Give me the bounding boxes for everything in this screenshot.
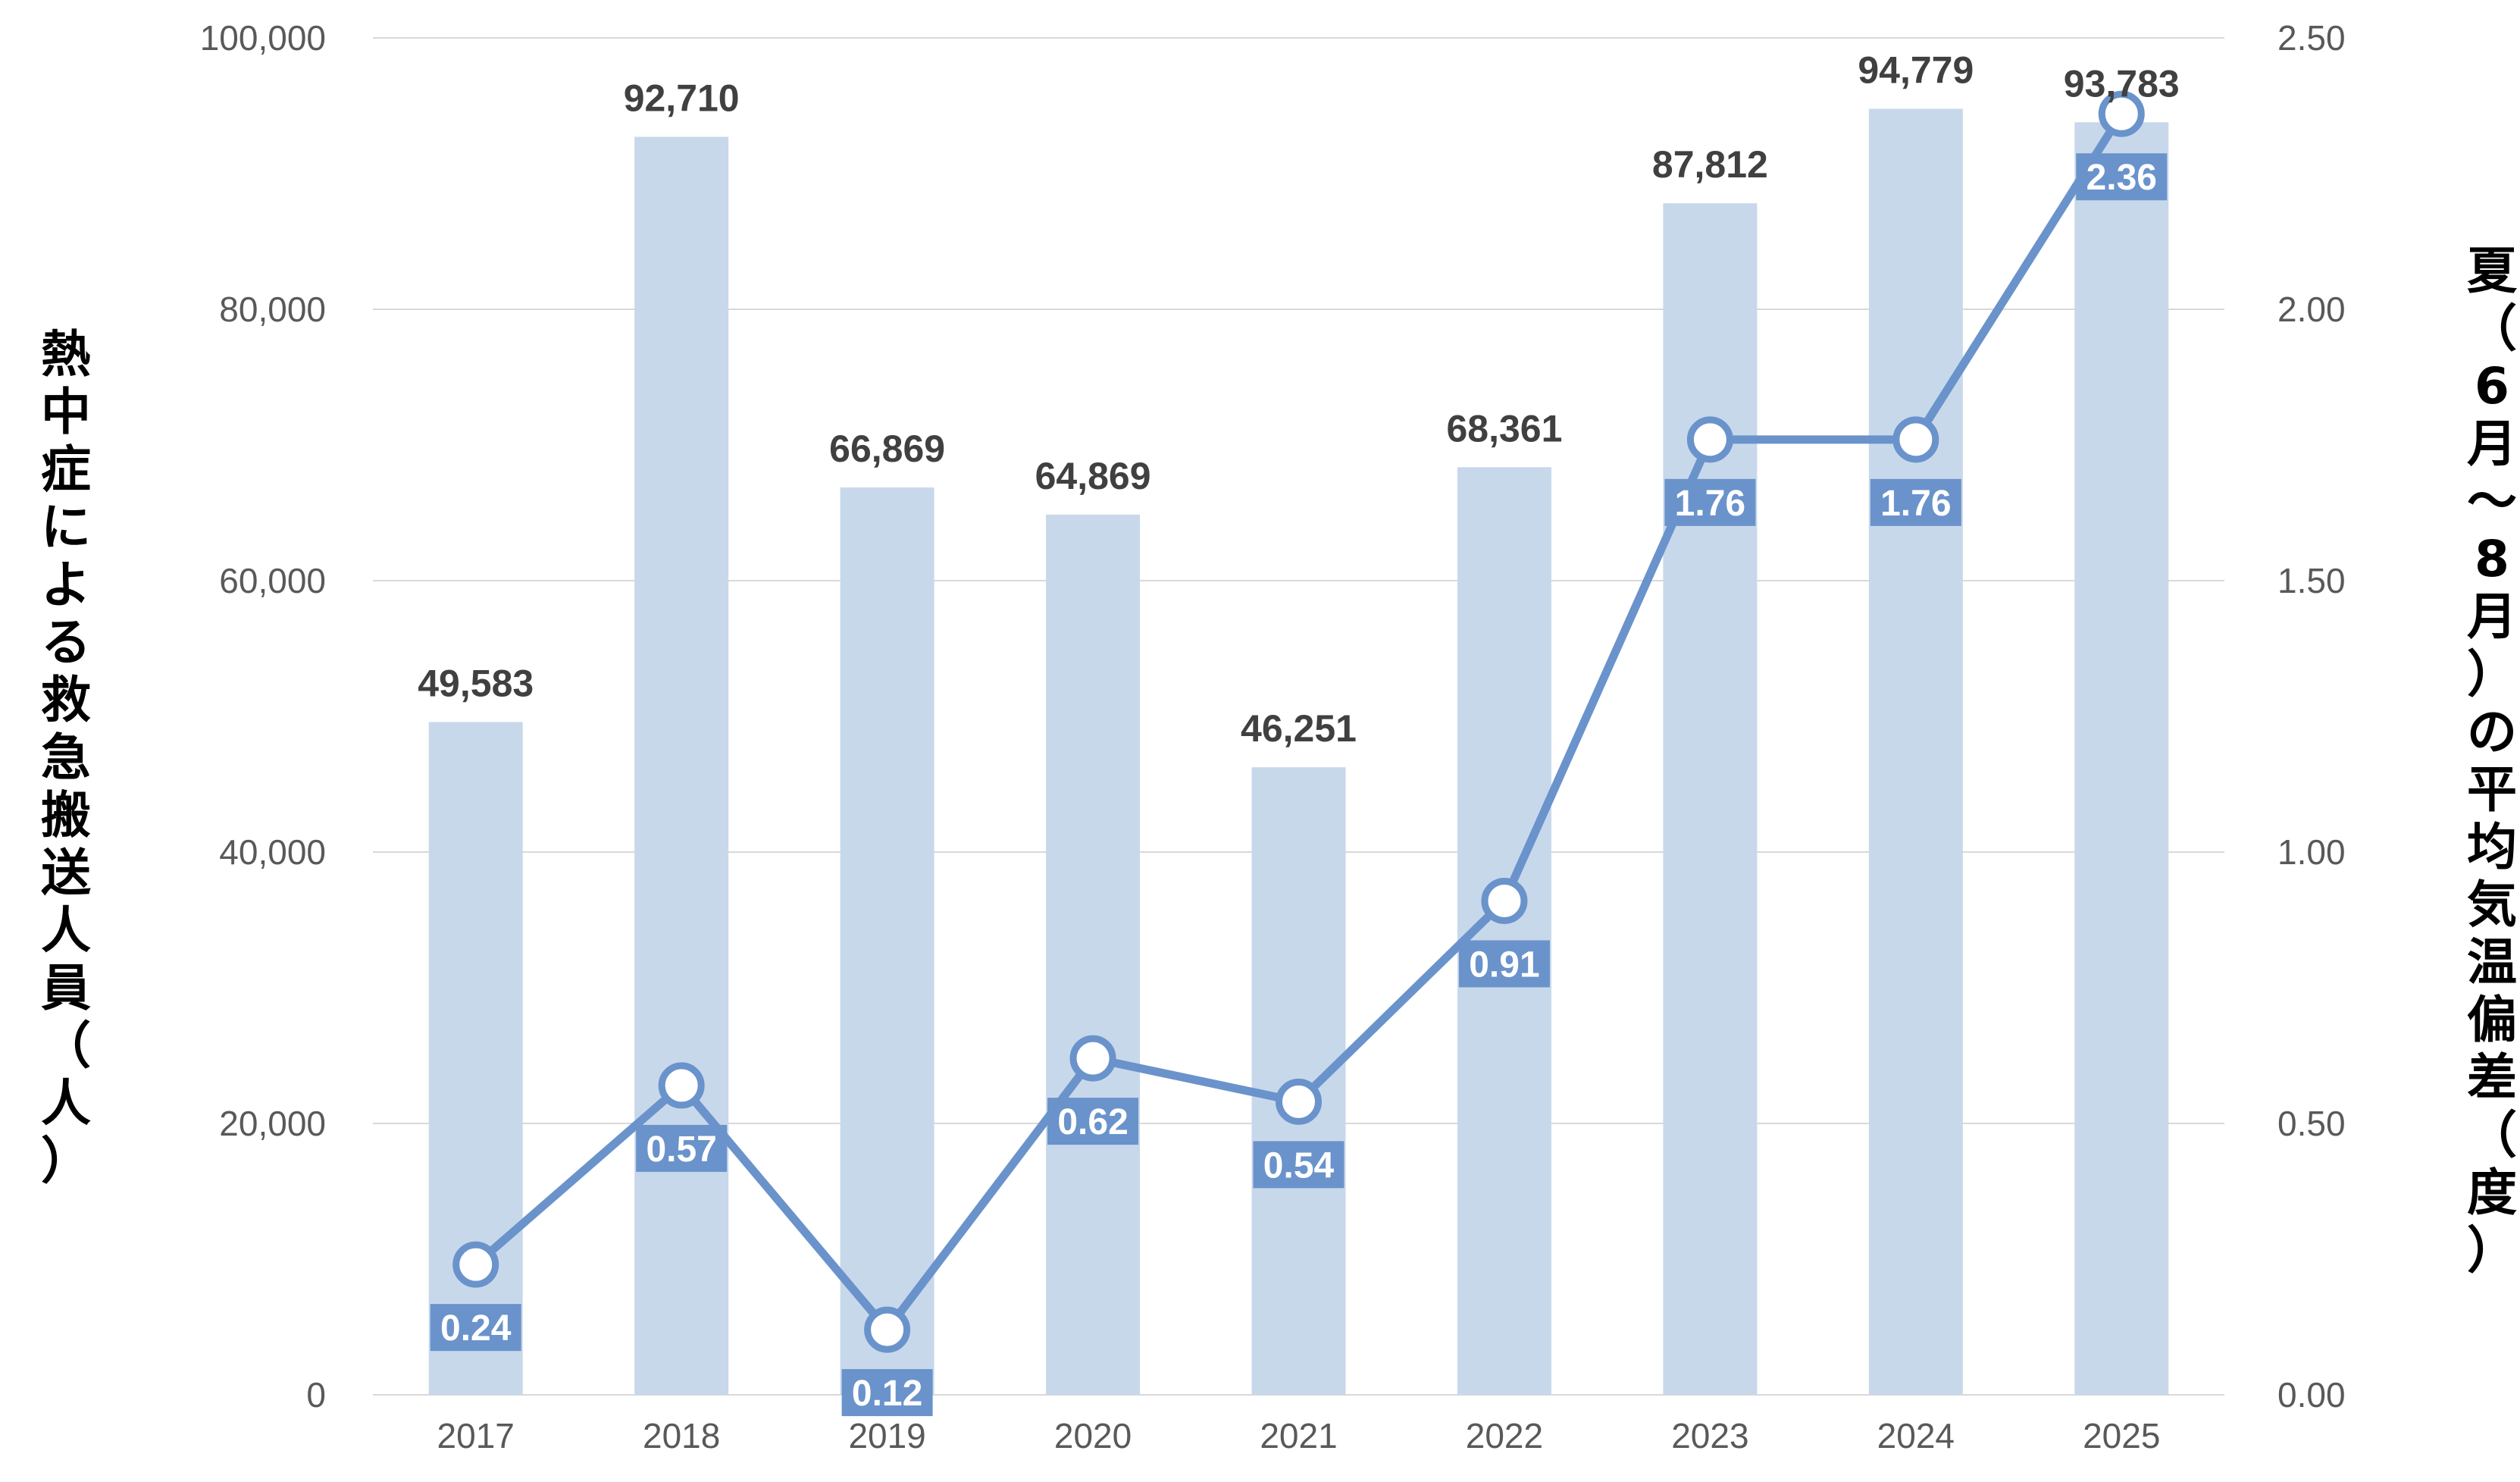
line-point <box>1069 1035 1116 1082</box>
bar <box>840 487 934 1395</box>
bar-data-label: 64,869 <box>1035 455 1151 497</box>
bar-data-label: 46,251 <box>1241 707 1357 750</box>
bar <box>1868 108 1963 1395</box>
x-tick-labels: 2017 2018 2019 2020 2021 2022 2023 2024 2025 <box>437 1416 2161 1455</box>
x-tick-label: 2024 <box>1877 1416 1955 1455</box>
y-right-tick-labels: 0.00 0.50 1.00 1.50 2.00 2.50 <box>2277 18 2346 1415</box>
bar <box>2074 122 2169 1395</box>
line-data-label-box <box>841 1369 933 1417</box>
line-data-label-box <box>1870 478 1961 526</box>
y-right-tick-label: 2.50 <box>2277 18 2346 58</box>
bar-data-label: 49,583 <box>418 662 534 704</box>
line-data-label: 1.76 <box>1675 484 1745 524</box>
line-data-label: 0.12 <box>852 1374 922 1414</box>
line-data-label: 0.24 <box>440 1308 512 1349</box>
bar-data-label: 68,361 <box>1446 407 1562 450</box>
y-left-tick-label: 100,000 <box>200 18 326 58</box>
line-data-label-box <box>1253 1141 1345 1189</box>
line-data-label: 1.76 <box>1880 484 1951 524</box>
bar-data-label: 92,710 <box>624 77 740 119</box>
line-data-label-box <box>430 1304 521 1352</box>
bar <box>634 136 729 1396</box>
line-point <box>1481 877 1528 924</box>
x-tick-label: 2018 <box>643 1416 720 1455</box>
x-tick-label: 2017 <box>437 1416 515 1455</box>
line-data-label-box <box>1458 940 1550 988</box>
line-data-label: 2.36 <box>2086 158 2157 198</box>
bar <box>428 722 523 1395</box>
y-left-tick-label: 40,000 <box>219 832 326 872</box>
line-data-label: 0.91 <box>1469 945 1539 985</box>
y-left-axis-title: 熱 中 症 に よ る 救 急 搬 送 人 員 （ 人 ） <box>41 325 91 1190</box>
y-right-tick-label: 2.00 <box>2277 290 2346 329</box>
x-tick-label: 2025 <box>2083 1416 2160 1455</box>
line-point <box>864 1306 911 1353</box>
line-data-label: 0.57 <box>646 1130 716 1170</box>
y-right-tick-label: 0.00 <box>2277 1375 2346 1415</box>
bar-data-label: 66,869 <box>829 428 945 470</box>
line-point <box>1686 416 1733 463</box>
line-data-label: 0.62 <box>1057 1102 1128 1142</box>
y-right-axis-title: 夏 （ 6 月 〜 8 月 ） の 平 均 気 温 偏 差 （ 度 ） <box>2467 242 2517 1280</box>
line-point <box>452 1241 499 1288</box>
y-right-tick-label: 1.50 <box>2277 561 2346 600</box>
line-point <box>1276 1078 1322 1125</box>
line-series <box>452 90 2145 1353</box>
y-left-tick-label: 60,000 <box>219 561 326 600</box>
bar-data-labels: 49,583 92,710 66,869 64,869 46,251 68,361 87,8… <box>418 49 2179 750</box>
x-tick-label: 2020 <box>1054 1416 1132 1455</box>
y-left-tick-label: 0 <box>306 1375 326 1415</box>
x-tick-label: 2019 <box>848 1416 925 1455</box>
bar-series <box>428 108 2169 1396</box>
bar <box>1046 514 1141 1395</box>
line-data-label-box <box>1664 478 1756 526</box>
line-data-label: 0.54 <box>1263 1145 1335 1186</box>
line-data-label-box <box>1047 1098 1139 1145</box>
x-tick-label: 2021 <box>1260 1416 1337 1455</box>
bar-data-label: 93,783 <box>2064 62 2180 105</box>
x-tick-label: 2022 <box>1466 1416 1543 1455</box>
y-left-tick-label: 80,000 <box>219 290 326 329</box>
bar-data-label: 94,779 <box>1858 49 1974 91</box>
line-point <box>2098 90 2145 137</box>
x-tick-label: 2023 <box>1671 1416 1748 1455</box>
y-left-tick-label: 20,000 <box>219 1104 326 1143</box>
y-left-tick-labels: 0 20,000 40,000 60,000 80,000 100,000 <box>200 18 326 1415</box>
line-data-label-box <box>636 1124 728 1172</box>
line-data-label-box <box>2076 153 2168 201</box>
bar-data-label: 87,812 <box>1652 143 1768 186</box>
bar <box>1663 203 1758 1396</box>
line-point <box>1892 416 1939 463</box>
y-right-tick-label: 1.00 <box>2277 832 2346 872</box>
line-point <box>658 1062 705 1109</box>
line-data-labels: 0.24 0.57 0.12 0.62 0.54 0.91 1.76 1.76 2.36 <box>430 153 2168 1417</box>
y-right-tick-label: 0.50 <box>2277 1104 2346 1143</box>
